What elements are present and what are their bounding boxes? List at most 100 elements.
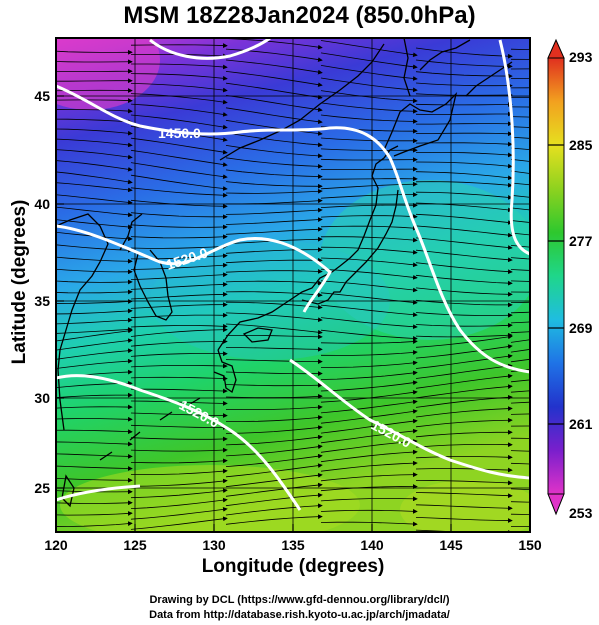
streamline	[510, 194, 530, 198]
streamline	[415, 92, 513, 98]
streamline	[510, 126, 530, 128]
streamline	[130, 272, 228, 280]
streamline	[320, 409, 418, 424]
streamline	[56, 279, 133, 285]
streamline	[56, 171, 133, 185]
lat-lon-grid	[56, 38, 530, 532]
coastlines	[56, 38, 513, 508]
streamline	[510, 220, 530, 223]
streamline	[130, 224, 228, 230]
streamline	[130, 114, 228, 130]
streamline	[320, 214, 418, 219]
streamline	[415, 299, 513, 308]
streamline	[130, 323, 228, 329]
streamline	[56, 118, 133, 125]
streamline	[320, 202, 418, 208]
streamline	[130, 424, 228, 430]
streamline	[56, 244, 133, 253]
streamline	[320, 418, 418, 434]
streamline	[320, 370, 418, 380]
streamline	[225, 514, 323, 525]
streamline	[225, 48, 323, 62]
streamline	[130, 312, 228, 319]
streamline	[56, 299, 133, 304]
streamline	[130, 162, 228, 179]
streamline	[56, 348, 133, 360]
streamline	[510, 369, 530, 372]
streamline	[225, 453, 323, 467]
y-tick-label: 30	[34, 390, 50, 406]
streamline	[320, 257, 418, 268]
streamline	[130, 436, 228, 442]
streamline	[56, 477, 133, 483]
streamline	[225, 169, 323, 179]
colorbar-bottom-arrow	[547, 493, 565, 516]
streamline	[320, 246, 418, 255]
streamline	[225, 217, 323, 225]
streamline	[415, 237, 513, 250]
streamline	[130, 83, 228, 93]
streamline	[56, 380, 133, 389]
streamline	[56, 206, 133, 218]
streamline	[130, 234, 228, 240]
x-tick-label: 130	[202, 537, 226, 553]
streamline	[130, 400, 228, 406]
streamline	[510, 232, 530, 236]
streamline	[320, 77, 418, 93]
streamline	[56, 49, 133, 55]
streamline	[130, 363, 228, 369]
colorbar-tick-label: 277	[569, 233, 593, 249]
streamline	[130, 282, 228, 290]
warm-pocket-east	[320, 180, 530, 340]
streamline	[510, 437, 530, 439]
streamline	[510, 77, 530, 79]
x-tick-label: 125	[123, 537, 147, 553]
streamline	[56, 182, 133, 193]
streamline	[510, 349, 530, 353]
streamline	[225, 444, 323, 457]
streamline	[320, 484, 418, 492]
streamline	[320, 428, 418, 444]
streamline	[225, 503, 323, 516]
streamline	[56, 404, 133, 410]
streamline	[415, 363, 513, 379]
colorbar-tick-label: 261	[569, 416, 593, 432]
streamline	[415, 59, 513, 69]
cold-pocket-northwest	[56, 38, 160, 110]
y-tick-labels: 25 30 35 40 45	[34, 88, 50, 496]
streamline	[130, 478, 228, 487]
streamline	[320, 460, 418, 472]
streamline	[415, 213, 513, 225]
streamline	[320, 304, 418, 318]
streamline	[320, 380, 418, 392]
streamline	[130, 103, 228, 117]
streamline	[56, 59, 133, 65]
streamline	[415, 322, 513, 328]
streamline	[415, 344, 513, 359]
streamline	[415, 454, 513, 460]
streamline	[415, 467, 513, 473]
x-tick-label: 150	[518, 537, 542, 553]
streamline	[415, 287, 513, 297]
streamline	[510, 257, 530, 260]
streamline	[56, 268, 133, 275]
streamline	[225, 291, 323, 298]
height-contours	[56, 38, 530, 511]
streamline	[415, 429, 513, 438]
streamline	[416, 121, 513, 127]
streamline	[56, 500, 133, 506]
streamline	[510, 116, 530, 118]
streamline	[320, 350, 418, 356]
streamline	[320, 449, 418, 463]
axis-ticks	[55, 95, 531, 532]
streamline	[225, 71, 323, 88]
streamline	[225, 38, 323, 50]
streamline	[510, 525, 530, 527]
x-tick-label: 135	[281, 537, 305, 553]
streamline	[56, 511, 133, 516]
x-tick-label: 120	[44, 537, 68, 553]
streamline	[130, 43, 228, 48]
streamline	[510, 462, 530, 465]
streamline	[56, 465, 133, 471]
